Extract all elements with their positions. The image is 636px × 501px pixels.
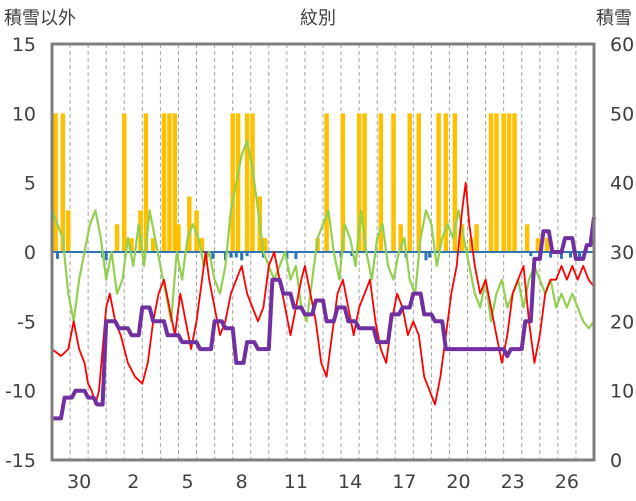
bar-series <box>53 113 582 261</box>
left-tick-label: -5 <box>17 311 36 333</box>
x-tick-label: 2 <box>127 471 139 493</box>
snowfall-bar <box>262 238 268 252</box>
snowfall-bar <box>244 113 250 252</box>
right-tick-label: 60 <box>610 34 634 56</box>
right-y-axis-ticks: 60 50 40 30 20 10 0 <box>610 34 634 472</box>
snowfall-bar <box>436 113 441 252</box>
x-tick-label: 20 <box>446 471 470 493</box>
snowfall-bar <box>176 224 181 252</box>
snowfall-bar <box>161 113 167 252</box>
precip-bar <box>424 252 428 261</box>
snowfall-bar <box>129 238 134 252</box>
precip-bar <box>294 252 298 259</box>
snowfall-bar <box>407 113 412 252</box>
snowfall-bar <box>362 113 367 252</box>
snowfall-bar <box>452 113 458 252</box>
left-tick-label: 10 <box>12 103 36 125</box>
snowfall-bar <box>459 224 465 252</box>
snowfall-bar <box>143 113 149 252</box>
snowfall-bar <box>150 238 156 252</box>
precip-bar <box>245 252 249 257</box>
precip-bar <box>578 252 582 259</box>
left-y-axis-ticks: 15 10 5 0 -5 -10 -15 <box>5 34 36 472</box>
wind-line <box>50 140 595 330</box>
x-tick-label: 8 <box>236 471 248 493</box>
right-tick-label: 40 <box>610 173 634 195</box>
precip-bar <box>104 252 108 261</box>
snowfall-bar <box>199 238 205 252</box>
snowfall-bar <box>250 113 255 252</box>
snowfall-bar <box>230 113 235 252</box>
plot-frame <box>50 42 596 462</box>
right-tick-label: 10 <box>610 381 634 403</box>
left-tick-label: 15 <box>12 34 36 56</box>
snowfall-bar <box>398 224 403 252</box>
snowfall-bar <box>235 113 241 252</box>
precip-bar <box>55 252 59 259</box>
snowfall-bar <box>122 113 127 252</box>
x-axis-ticks: 30 2 5 8 11 14 17 20 23 26 <box>67 471 579 493</box>
snowfall-bar <box>501 113 506 252</box>
right-tick-label: 50 <box>610 103 634 125</box>
snow_depth-line <box>52 217 596 421</box>
precip-bar <box>549 252 553 258</box>
x-tick-label: 30 <box>67 471 91 493</box>
left-axis-label: 積雪以外 <box>4 8 76 29</box>
x-tick-label: 17 <box>392 471 416 493</box>
snowfall-bar <box>506 113 512 252</box>
snowfall-bar <box>535 238 541 252</box>
snowfall-bar <box>114 224 120 252</box>
snowfall-bar <box>172 113 178 252</box>
snowfall-bar <box>488 113 494 252</box>
snowfall-bar <box>167 113 172 252</box>
snowfall-bar <box>340 113 346 252</box>
chart-title: 紋別 <box>300 8 336 29</box>
temperature-line <box>51 181 595 406</box>
snowfall-bar <box>443 113 449 252</box>
snowfall-bar <box>53 113 58 252</box>
precip-bar <box>350 252 354 257</box>
snowfall-bar <box>416 113 422 252</box>
precip-bar <box>211 252 215 259</box>
precip-bar <box>569 252 573 258</box>
x-tick-label: 5 <box>181 471 193 493</box>
right-tick-label: 0 <box>610 450 622 472</box>
right-axis-label: 積雪 <box>596 8 632 29</box>
snowfall-bar <box>474 224 479 252</box>
snowfall-bar <box>378 113 384 252</box>
snowfall-bar <box>187 196 192 252</box>
snowfall-bar <box>544 238 550 252</box>
snowfall-bar <box>524 224 530 252</box>
left-tick-label: -10 <box>5 381 36 403</box>
precip-bar <box>559 252 563 259</box>
snowfall-bar <box>66 210 71 252</box>
x-tick-label: 23 <box>501 471 525 493</box>
left-tick-label: 0 <box>24 242 36 264</box>
precip-bar <box>234 252 238 258</box>
right-tick-label: 30 <box>610 242 634 264</box>
precip-bar <box>428 252 432 258</box>
left-tick-label: 5 <box>24 173 36 195</box>
snowfall-bar <box>60 113 66 252</box>
snowfall-bar <box>356 113 362 252</box>
snowfall-bar <box>512 113 517 252</box>
vertical-gridlines <box>69 44 577 460</box>
left-tick-label: -15 <box>5 450 36 472</box>
precip-bar <box>240 252 244 261</box>
x-tick-label: 26 <box>555 471 579 493</box>
x-tick-label: 14 <box>338 471 362 493</box>
snowfall-bar <box>494 113 499 252</box>
right-tick-label: 20 <box>610 311 634 333</box>
precip-bar <box>529 252 533 257</box>
snowfall-bar <box>391 113 396 252</box>
snowfall-bar <box>324 113 329 252</box>
x-tick-label: 11 <box>284 471 308 493</box>
precip-bar <box>229 252 233 258</box>
line-series <box>50 140 596 421</box>
